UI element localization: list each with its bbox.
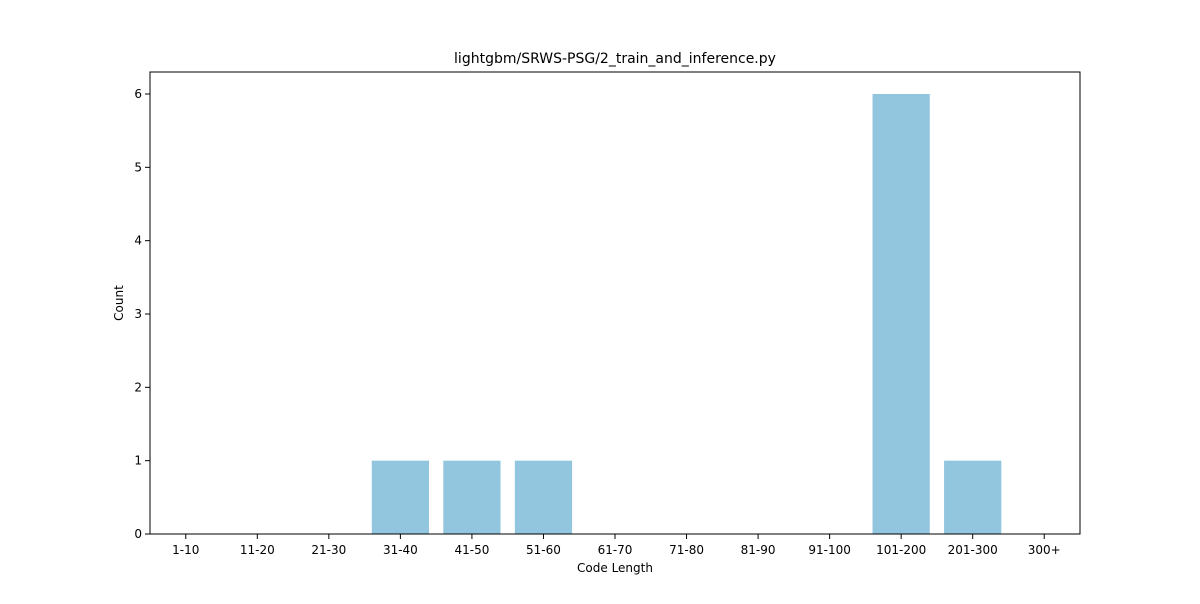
x-tick-label: 201-300 <box>948 543 998 557</box>
chart-title: lightgbm/SRWS-PSG/2_train_and_inference.… <box>454 51 776 67</box>
x-tick-label: 91-100 <box>808 543 851 557</box>
bars-group <box>371 94 1002 534</box>
x-tick-label: 61-70 <box>598 543 633 557</box>
x-tick-label: 41-50 <box>454 543 489 557</box>
x-tick-label: 71-80 <box>669 543 704 557</box>
y-axis-ticks: 0 1 2 3 4 5 6 <box>134 87 150 541</box>
y-tick-label: 1 <box>134 454 142 468</box>
x-tick-label: 11-20 <box>240 543 275 557</box>
y-tick-label: 0 <box>134 527 142 541</box>
x-tick-label: 101-200 <box>876 543 926 557</box>
y-axis-label: Count <box>112 285 126 321</box>
y-tick-label: 3 <box>134 307 142 321</box>
bar-51-60 <box>514 460 573 534</box>
x-tick-label: 21-30 <box>311 543 346 557</box>
x-tick-label: 81-90 <box>741 543 776 557</box>
bar-201-300 <box>944 460 1002 534</box>
bar-101-200 <box>872 94 930 534</box>
x-axis-label: Code Length <box>577 561 653 575</box>
y-tick-label: 2 <box>134 380 142 394</box>
x-tick-label: 51-60 <box>526 543 561 557</box>
plot-frame <box>149 71 1081 535</box>
y-tick-label: 6 <box>134 87 142 101</box>
x-tick-label: 1-10 <box>172 543 199 557</box>
x-tick-label: 300+ <box>1028 543 1061 557</box>
y-tick-label: 4 <box>134 234 142 248</box>
bar-41-50 <box>443 460 501 534</box>
x-tick-label: 31-40 <box>383 543 418 557</box>
x-axis-ticks: 1-10 11-20 21-30 31-40 41-50 51-60 61-70 71-80 8… <box>172 534 1061 557</box>
y-tick-label: 5 <box>134 160 142 174</box>
bar-31-40 <box>371 460 429 534</box>
